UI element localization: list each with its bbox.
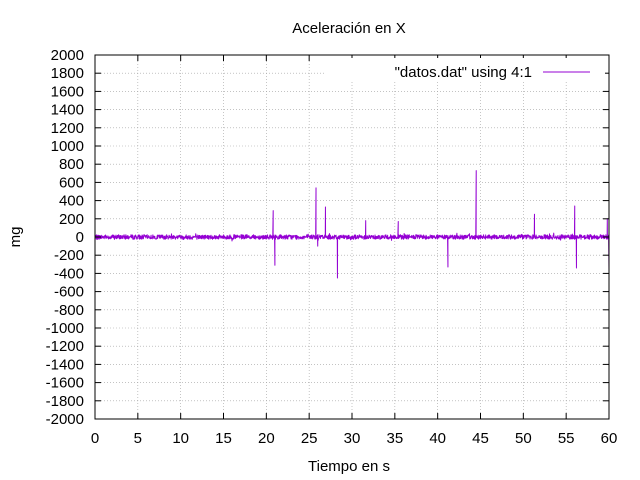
y-tick-label: -1800 [46, 393, 84, 410]
x-tick-label: 50 [515, 430, 532, 447]
x-tick-label: 25 [301, 430, 318, 447]
y-axis: -2000-1800-1600-1400-1200-1000-800-600-4… [46, 47, 609, 428]
series-line [94, 170, 610, 279]
x-tick-label: 0 [91, 430, 99, 447]
legend-label: "datos.dat" using 4:1 [395, 64, 532, 81]
y-tick-label: -800 [54, 302, 84, 319]
series-layer [94, 170, 610, 279]
grid [95, 55, 609, 419]
x-tick-label: 35 [386, 430, 403, 447]
y-tick-label: 200 [59, 211, 84, 228]
y-tick-label: 1600 [51, 83, 84, 100]
y-tick-label: 2000 [51, 47, 84, 64]
x-tick-label: 55 [558, 430, 575, 447]
y-tick-label: 1800 [51, 65, 84, 82]
y-tick-label: -600 [54, 284, 84, 301]
x-tick-label: 10 [172, 430, 189, 447]
y-tick-label: 1400 [51, 102, 84, 119]
y-tick-label: -2000 [46, 411, 84, 428]
legend: "datos.dat" using 4:1 [325, 58, 605, 81]
x-tick-label: 15 [215, 430, 232, 447]
legend-background [325, 58, 605, 80]
y-tick-label: -1200 [46, 338, 84, 355]
y-tick-label: 800 [59, 156, 84, 173]
x-tick-label: 45 [472, 430, 489, 447]
y-tick-label: -1600 [46, 375, 84, 392]
x-tick-label: 20 [258, 430, 275, 447]
y-tick-label: -1000 [46, 320, 84, 337]
x-axis-label: Tiempo en s [308, 458, 390, 475]
y-tick-label: 1000 [51, 138, 84, 155]
y-tick-label: -1400 [46, 356, 84, 373]
y-tick-label: -400 [54, 265, 84, 282]
x-tick-label: 40 [429, 430, 446, 447]
x-tick-label: 30 [344, 430, 361, 447]
y-tick-label: -200 [54, 247, 84, 264]
y-tick-label: 400 [59, 193, 84, 210]
y-axis-label: mg [7, 227, 24, 248]
x-tick-label: 5 [134, 430, 142, 447]
y-tick-label: 0 [76, 229, 84, 246]
chart-title: Aceleración en X [292, 20, 405, 37]
y-tick-label: 1200 [51, 120, 84, 137]
x-axis: 0 5 10 15 20 25 30 35 40 45 50 55 60 [91, 55, 618, 447]
x-tick-label: 60 [601, 430, 618, 447]
y-tick-label: 600 [59, 174, 84, 191]
